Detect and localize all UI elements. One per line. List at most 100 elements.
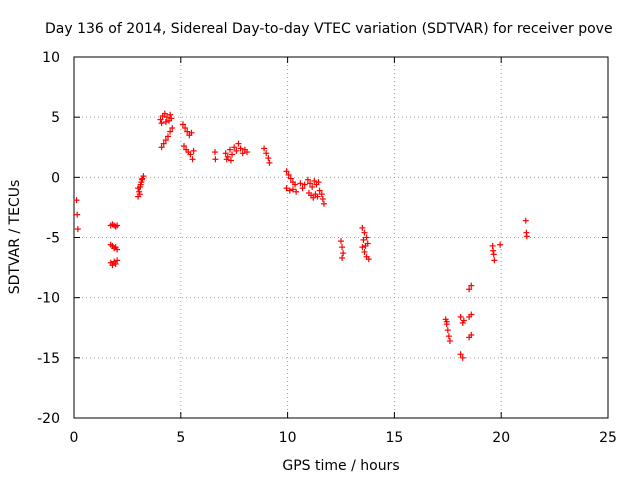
data-point (299, 185, 306, 192)
data-point (223, 156, 230, 163)
data-point (163, 114, 170, 121)
data-point (444, 327, 451, 334)
data-point (266, 159, 273, 166)
data-point (140, 173, 147, 180)
data-point (338, 238, 344, 245)
data-point (226, 146, 233, 153)
data-point (235, 140, 242, 147)
data-point (283, 168, 290, 175)
data-point (468, 331, 475, 338)
data-point (490, 251, 497, 258)
data-point (135, 185, 142, 192)
data-point (109, 262, 116, 269)
x-tick-label: 20 (492, 430, 510, 446)
data-point (490, 247, 497, 254)
data-point (293, 188, 300, 195)
data-point (314, 193, 321, 200)
data-point (161, 110, 168, 117)
axis-ticks: 0 5 10 15 20 25 -20 -15 -10 -5 0 5 10 (37, 50, 617, 446)
data-point (136, 191, 143, 198)
data-point (457, 351, 464, 358)
data-point (301, 181, 308, 188)
data-point (297, 180, 304, 187)
data-point (468, 311, 475, 318)
data-point (466, 286, 473, 293)
data-point (340, 250, 347, 257)
data-point (320, 200, 327, 207)
data-point (289, 186, 296, 193)
data-point (167, 128, 174, 135)
data-point (491, 257, 498, 264)
x-axis-label: GPS time / hours (282, 458, 399, 474)
data-point (523, 233, 530, 240)
data-point (114, 257, 121, 264)
data-point (74, 211, 81, 218)
data-point (287, 175, 294, 182)
data-point (114, 246, 121, 253)
data-point (316, 187, 323, 194)
data-point (231, 144, 238, 151)
data-point (361, 248, 368, 255)
data-point (261, 145, 268, 152)
x-tick-label: 25 (599, 430, 617, 446)
data-point (158, 144, 165, 151)
data-point (212, 156, 219, 163)
data-point (179, 121, 186, 128)
data-point (310, 194, 317, 201)
data-point (182, 124, 189, 131)
data-point (162, 118, 169, 125)
data-point (311, 177, 318, 184)
x-tick-label: 0 (70, 430, 79, 446)
data-point (265, 155, 272, 162)
data-points (73, 110, 530, 361)
data-point (160, 140, 167, 147)
data-point (363, 234, 370, 241)
data-point (468, 282, 475, 289)
chart-title: Day 136 of 2014, Sidereal Day-to-day VTE… (45, 21, 613, 37)
data-point (263, 150, 270, 157)
data-point (114, 222, 121, 229)
data-point (158, 120, 165, 127)
data-point (157, 116, 164, 123)
data-point (137, 181, 144, 188)
data-point (188, 129, 195, 136)
x-tick-label: 5 (176, 430, 185, 446)
y-tick-label: 0 (51, 170, 60, 186)
data-point (339, 244, 346, 251)
y-tick-label: 5 (51, 110, 60, 126)
data-point (460, 317, 467, 324)
data-point (446, 337, 453, 344)
data-point (233, 147, 240, 154)
data-point (181, 143, 188, 150)
y-tick-label: 10 (42, 50, 60, 66)
data-point (285, 171, 292, 178)
data-point (283, 185, 290, 192)
data-point (162, 137, 169, 144)
data-point (222, 150, 229, 157)
data-point (359, 224, 366, 231)
y-tick-label: -15 (37, 351, 60, 367)
data-point (318, 191, 325, 198)
data-point (361, 229, 368, 236)
data-point (184, 128, 191, 135)
data-point (190, 147, 197, 154)
data-point (304, 176, 311, 183)
data-point (457, 313, 464, 320)
data-point (187, 151, 194, 158)
data-point (445, 333, 452, 340)
data-point (292, 181, 299, 188)
data-point (309, 183, 316, 190)
data-point (522, 217, 529, 224)
y-tick-label: -5 (46, 231, 60, 247)
data-point (362, 242, 369, 249)
data-point (244, 149, 251, 156)
data-point (227, 157, 234, 164)
data-point (74, 226, 81, 233)
y-tick-label: -10 (37, 291, 60, 307)
data-point (164, 133, 171, 140)
data-point (459, 354, 466, 361)
data-point (359, 244, 366, 251)
data-point (286, 187, 293, 194)
data-point (307, 180, 314, 187)
x-tick-label: 15 (385, 430, 403, 446)
